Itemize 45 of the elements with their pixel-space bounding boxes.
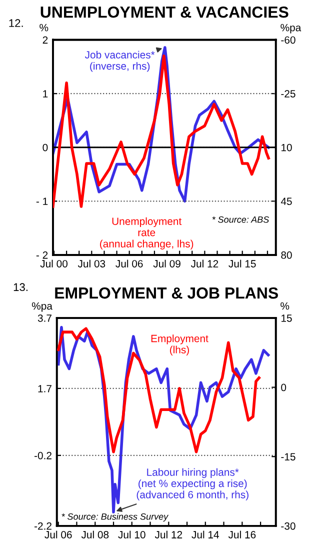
x-tick-label: Jul 06 [116,260,143,268]
annotation: * Source: ABS [212,216,270,223]
x-tick-label: Jul 15 [228,260,256,268]
x-tick-label: Jul 12 [190,260,218,268]
y-tick-label: 1.7 [38,385,52,392]
chart-title: UNEMPLOYMENT & VACANCIES [40,6,288,18]
y-tick-label: - 2 [36,251,48,259]
y2-tick-label: 45 [280,198,292,206]
text: Unemployment rate (annual change, lhs) [100,217,194,250]
y2-tick-label: 80 [281,251,292,259]
text: 13. [14,283,28,292]
line-series [56,327,260,454]
x-tick-label: Jul 09 [153,260,180,268]
chart-title: EMPLOYMENT & JOB PLANS [55,287,278,299]
y-axis-title: % [40,24,48,32]
y-tick-label: 1 [43,90,48,98]
x-tick-label: Jul 16 [228,530,256,538]
y-tick-label: - 1 [36,198,48,205]
y2-tick-label: 10 [281,144,292,152]
y2-tick-label: -30 [281,522,296,530]
annotation: * Source: Business Survey [62,513,169,522]
series-label: Labour hiring plans* (net % expecting a rise) (advanced 6 month, rhs) [136,468,248,500]
y2-tick-label: -25 [281,90,296,98]
y-tick-label: 2 [42,36,48,44]
x-tick-label: Jul 14 [192,530,219,538]
series-label: Employment (lhs) [151,334,208,356]
y-tick-label: -2.2 [34,522,52,530]
x-tick-label: Jul 08 [81,530,109,538]
y-tick-label: 3.7 [38,314,52,322]
y2-tick-label: 0 [281,384,286,392]
y2-tick-label: -15 [281,453,296,460]
x-tick-label: Jul 10 [118,530,146,538]
y2-tick-label: -60 [281,36,296,44]
series-label: Job vacancies* (inverse, rhs) [84,50,155,72]
y2-axis-title: % [280,302,290,310]
y2-tick-label: 15 [281,314,292,322]
x-tick-label: Jul 00 [40,260,68,268]
x-tick-label: Jul 12 [154,530,182,538]
text: 12. [9,19,23,27]
y2-axis-title: %pa [280,24,302,34]
x-tick-label: Jul 06 [44,530,72,538]
x-tick-label: Jul 03 [78,260,106,268]
y-tick-label: -0.2 [34,452,52,460]
y-axis-title: %pa [32,302,52,312]
y-tick-label: 0 [42,144,48,152]
